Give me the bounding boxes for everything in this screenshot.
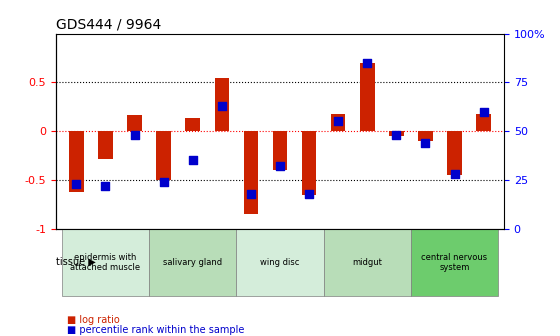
Text: tissue ▶: tissue ▶ (56, 257, 96, 267)
Text: ■ log ratio: ■ log ratio (67, 314, 120, 325)
Bar (389, 131, 404, 136)
Bar (331, 114, 346, 131)
Point (217, 103, 226, 109)
Bar (360, 63, 375, 131)
Point (392, 132, 401, 138)
Point (334, 119, 343, 124)
Point (305, 191, 314, 196)
Text: central nervous
system: central nervous system (422, 253, 488, 272)
FancyBboxPatch shape (411, 229, 498, 296)
Bar (477, 114, 491, 131)
FancyBboxPatch shape (236, 229, 324, 296)
FancyBboxPatch shape (62, 229, 149, 296)
Point (246, 191, 255, 196)
Point (421, 140, 430, 145)
Bar (185, 119, 200, 131)
Bar (127, 115, 142, 131)
Bar (69, 131, 83, 192)
Bar (273, 131, 287, 170)
Bar (447, 131, 462, 175)
Bar (98, 131, 113, 159)
Point (101, 183, 110, 188)
Point (276, 164, 284, 169)
Bar (214, 78, 229, 131)
Point (72, 181, 81, 186)
Point (130, 132, 139, 138)
Bar (156, 131, 171, 180)
Text: wing disc: wing disc (260, 258, 300, 267)
Bar (418, 131, 433, 141)
Point (479, 109, 488, 114)
FancyBboxPatch shape (149, 229, 236, 296)
Point (188, 158, 197, 163)
Point (159, 179, 168, 184)
Text: midgut: midgut (352, 258, 382, 267)
Text: ■ percentile rank within the sample: ■ percentile rank within the sample (67, 325, 245, 335)
Point (450, 171, 459, 177)
Text: epidermis with
attached muscle: epidermis with attached muscle (71, 253, 141, 272)
Point (363, 60, 372, 66)
Text: GDS444 / 9964: GDS444 / 9964 (56, 17, 161, 31)
Bar (302, 131, 316, 195)
FancyBboxPatch shape (324, 229, 411, 296)
Text: salivary gland: salivary gland (163, 258, 222, 267)
Bar (244, 131, 258, 214)
